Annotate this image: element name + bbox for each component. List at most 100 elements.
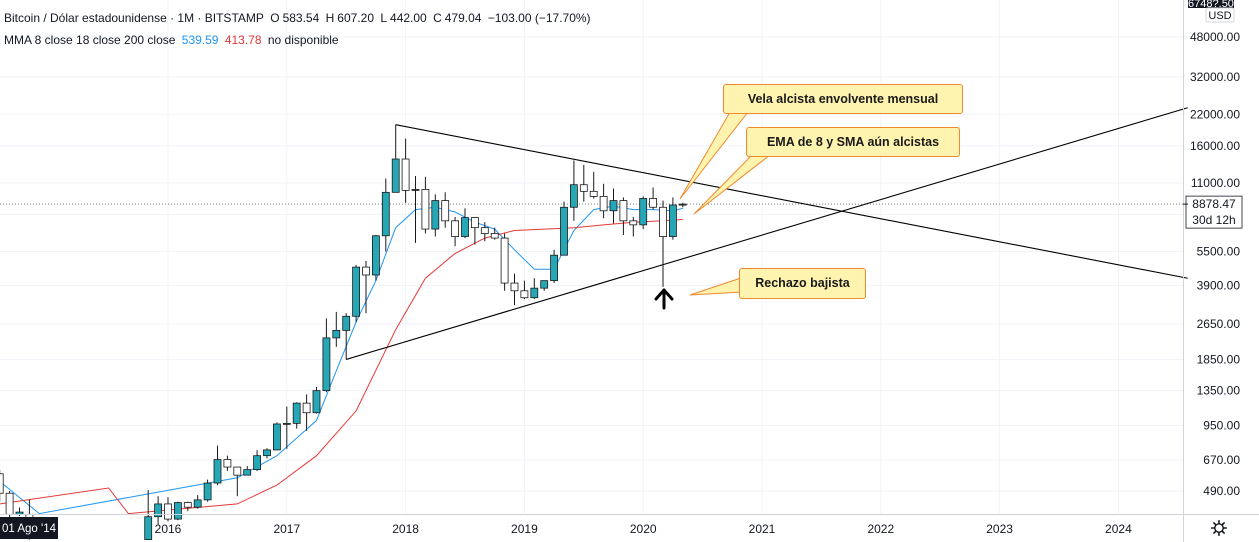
high-label: H [325, 11, 335, 25]
y-tick-label: 1350.00 [1197, 384, 1241, 398]
candle-body [371, 235, 380, 276]
candle-body [322, 337, 331, 392]
candle [411, 175, 420, 243]
y-tick-label: 670.00 [1203, 453, 1240, 467]
currency-box [1205, 7, 1235, 23]
candle [401, 138, 410, 203]
candle-body [510, 282, 519, 292]
candle [560, 201, 568, 256]
x-tick-label: 2024 [1105, 522, 1132, 536]
candle [649, 187, 657, 210]
candle [480, 222, 489, 242]
candle [520, 280, 529, 300]
y-tick-label: 2650.00 [1197, 317, 1241, 331]
y-tick-label: 950.00 [1203, 418, 1240, 432]
candle [292, 402, 301, 429]
candle-body [520, 290, 529, 299]
y-tick-label: 11000.00 [1191, 176, 1240, 190]
time-cursor-label: 01 Ago '14 [2, 523, 57, 535]
gear-icon[interactable] [1211, 520, 1227, 536]
x-tick-label: 2016 [155, 522, 182, 536]
indicator-value-1: 539.59 [181, 33, 219, 47]
current-price-label: 8878.47 [1192, 197, 1236, 211]
candle-body [530, 287, 539, 299]
candle [193, 495, 202, 509]
candle-body [223, 459, 232, 468]
candle-body [352, 266, 361, 317]
candle [253, 450, 262, 471]
candle [589, 171, 598, 199]
indicator-legend[interactable]: MMA 8 close 18 close 200 close 539.59 41… [4, 33, 342, 47]
arrow-up-icon [654, 288, 674, 310]
candle [609, 188, 618, 224]
candle-body [411, 189, 420, 191]
candle [272, 422, 281, 451]
candle-body [451, 220, 460, 237]
callout-bullish-engulfing-text: Vela alcista envolvente mensual [747, 92, 939, 106]
callout-ema-sma[interactable]: EMA de 8 y SMA aún alcistas [746, 127, 960, 157]
y-tick-label: 16000.00 [1190, 139, 1240, 153]
close-label: C [433, 11, 442, 25]
candle-body [253, 455, 262, 471]
candle-body [263, 449, 271, 457]
trendline-resistance [395, 124, 1188, 279]
candle-body [401, 158, 410, 191]
candle [579, 164, 588, 202]
candle-body [164, 503, 172, 520]
candle [431, 194, 440, 237]
candle-body [421, 189, 430, 230]
candle [362, 260, 370, 314]
x-tick-label: 2019 [511, 522, 538, 536]
candle [540, 280, 549, 291]
candle [342, 313, 351, 360]
candle [490, 227, 499, 240]
low-value: 442.00 [390, 11, 427, 25]
grid [0, 0, 1183, 514]
ohlc-legend: Bitcoin / Dólar estadounidense · 1M · BI… [4, 11, 594, 25]
callout-bullish-engulfing[interactable]: Vela alcista envolvente mensual [723, 84, 963, 114]
candle [183, 501, 192, 512]
candle-body [639, 198, 648, 226]
candle-body [5, 492, 14, 515]
trendline-support [346, 107, 1188, 360]
current-price-tag [1185, 195, 1243, 229]
candle [381, 178, 390, 252]
candle [629, 216, 638, 237]
candle-body [193, 499, 202, 508]
x-tick-label: 2022 [867, 522, 894, 536]
indicator-label: MMA 8 close 18 close 200 close [4, 33, 176, 47]
y-tick-label: 1850.00 [1197, 352, 1241, 366]
candle [391, 124, 400, 193]
candle-body [203, 482, 212, 501]
candle [332, 311, 341, 347]
markers [654, 288, 674, 310]
candle-body [500, 237, 509, 284]
candle [550, 249, 558, 284]
candle-body [629, 220, 638, 226]
candle-body [243, 469, 252, 476]
candle [599, 183, 608, 219]
candle-body [589, 190, 598, 197]
low-label: L [380, 11, 388, 25]
candle [263, 448, 271, 459]
y-tick-label: 490.00 [1203, 484, 1240, 498]
callout-bearish-rejection[interactable]: Rechazo bajista [739, 268, 866, 299]
candle [421, 176, 430, 234]
pointer-bearish-rejection [689, 277, 742, 296]
indicator-value-3: no disponible [267, 33, 339, 47]
candle-body [302, 402, 311, 414]
candle-body [659, 206, 667, 237]
open-label: O [270, 11, 280, 25]
candle [371, 234, 380, 281]
candle-body [619, 200, 628, 222]
candle-body [272, 423, 281, 451]
callout-bearish-rejection-text: Rechazo bajista [755, 276, 850, 290]
candle-body [490, 233, 499, 239]
candle [223, 455, 232, 471]
candle-body [154, 503, 163, 518]
candle [312, 387, 321, 414]
candle [461, 208, 469, 239]
top-price-tag [1188, 0, 1234, 8]
candle-body [609, 200, 618, 212]
